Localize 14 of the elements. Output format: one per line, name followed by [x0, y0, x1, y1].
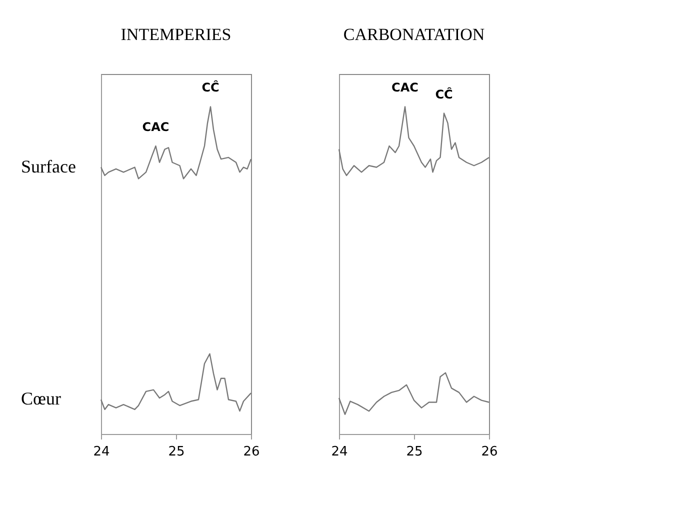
x-tick-label: 25 — [406, 444, 423, 460]
x-tick-label: 24 — [331, 444, 348, 460]
chart-title: CARBONATATION — [343, 25, 485, 44]
x-tick-label: 24 — [93, 444, 110, 460]
chart-title: INTEMPERIES — [120, 25, 232, 44]
annotation: CAC — [392, 80, 419, 95]
annotation: CĈ — [435, 86, 453, 102]
annotation: CAC — [142, 120, 170, 134]
x-tick-label: 25 — [168, 444, 185, 460]
text: Cœur — [21, 388, 62, 409]
x-tick-label: 26 — [481, 444, 498, 460]
annotation: CĈ — [202, 80, 220, 95]
series-label: Surface — [21, 156, 76, 176]
x-tick-label: 26 — [243, 444, 260, 460]
